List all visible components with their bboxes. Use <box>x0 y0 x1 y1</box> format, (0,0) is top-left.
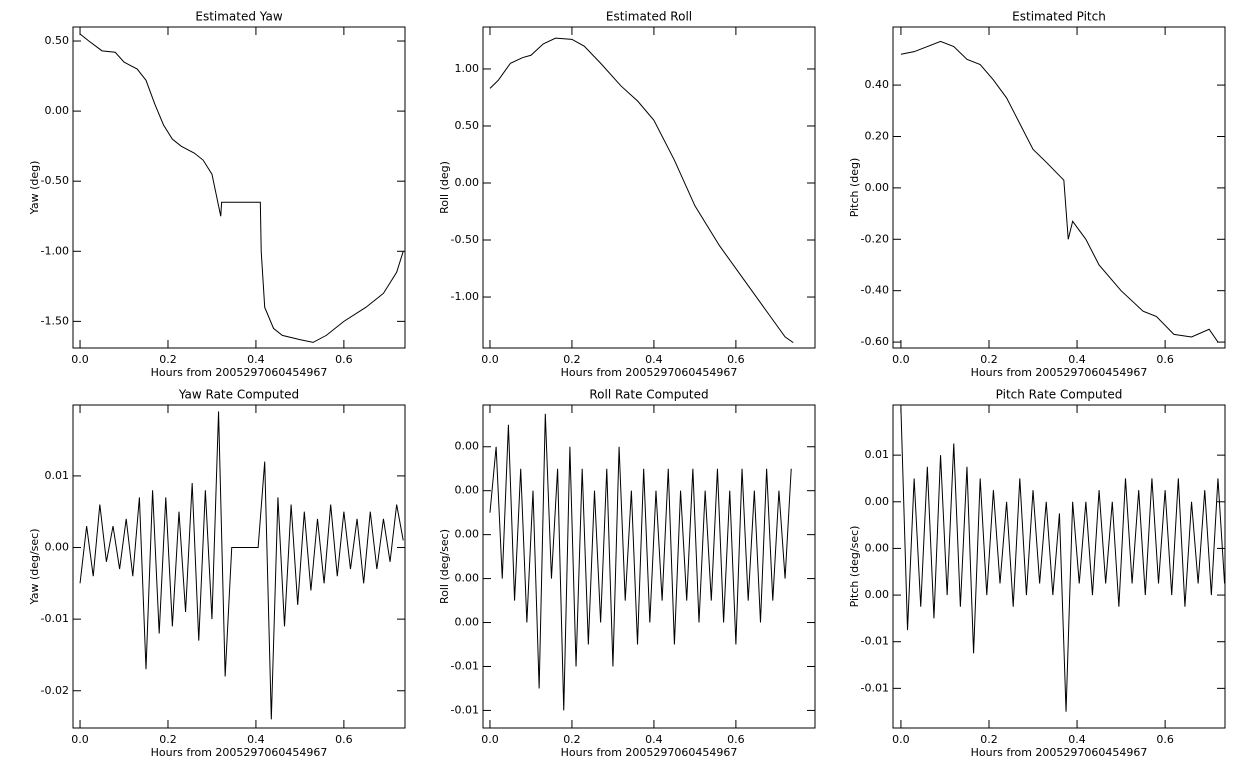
data-line <box>489 37 794 344</box>
y-tick-label: 0.00 <box>455 616 480 629</box>
x-tick-label: 0.0 <box>892 733 910 746</box>
x-tick-label: 0.2 <box>563 353 581 366</box>
y-axis-label: Yaw (deg) <box>28 161 41 216</box>
y-tick-label: 0.00 <box>865 181 890 194</box>
plot-frame <box>892 404 1226 729</box>
y-tick-label: 0.00 <box>865 541 890 554</box>
y-axis-label: Pitch (deg) <box>848 158 861 218</box>
x-tick-label: 0.6 <box>727 733 745 746</box>
y-tick-label: -0.01 <box>41 612 69 625</box>
x-tick-label: 0.2 <box>159 353 177 366</box>
y-tick-label: -0.50 <box>451 233 479 246</box>
y-tick-label: 0.00 <box>45 541 70 554</box>
y-tick-label: 0.00 <box>455 528 480 541</box>
y-tick-label: -0.40 <box>861 284 889 297</box>
x-tick-label: 0.2 <box>159 733 177 746</box>
x-axis-label: Hours from 2005297060454967 <box>561 746 738 759</box>
chart-title: Estimated Pitch <box>1012 10 1106 24</box>
y-tick-label: -1.50 <box>41 314 69 327</box>
y-tick-label: 1.00 <box>455 62 480 75</box>
x-tick-label: 0.2 <box>980 733 998 746</box>
x-tick-label: 0.6 <box>1156 353 1174 366</box>
y-tick-label: -0.50 <box>41 174 69 187</box>
x-tick-label: 0.0 <box>481 353 499 366</box>
y-tick-label: -0.01 <box>451 659 479 672</box>
y-axis-label: Roll (deg) <box>438 161 451 214</box>
y-tick-label: 0.00 <box>865 495 890 508</box>
x-tick-label: 0.0 <box>71 353 89 366</box>
y-tick-label: 0.50 <box>45 34 70 47</box>
plot-frame <box>72 26 406 349</box>
y-tick-label: 0.00 <box>455 176 480 189</box>
x-tick-label: 0.6 <box>335 733 353 746</box>
data-line <box>489 413 792 711</box>
x-tick-label: 0.6 <box>335 353 353 366</box>
y-tick-label: -1.00 <box>451 290 479 303</box>
y-axis-label: Roll (deg/sec) <box>438 529 451 604</box>
y-tick-label: 0.00 <box>455 484 480 497</box>
data-line <box>900 40 1219 343</box>
x-axis-label: Hours from 2005297060454967 <box>971 746 1148 759</box>
x-axis-label: Hours from 2005297060454967 <box>561 366 738 379</box>
x-tick-label: 0.4 <box>247 353 265 366</box>
plot-frame <box>482 26 816 349</box>
y-axis-label: Yaw (deg/sec) <box>28 528 41 605</box>
x-axis-label: Hours from 2005297060454967 <box>151 366 328 379</box>
x-tick-label: 0.2 <box>563 733 581 746</box>
x-tick-label: 0.4 <box>1068 733 1086 746</box>
x-tick-label: 0.0 <box>481 733 499 746</box>
x-tick-label: 0.0 <box>71 733 89 746</box>
x-tick-label: 0.4 <box>645 733 663 746</box>
y-tick-label: -0.01 <box>861 635 889 648</box>
y-tick-label: 0.50 <box>455 119 480 132</box>
y-tick-label: 0.01 <box>45 469 70 482</box>
y-axis-label: Pitch (deg/sec) <box>848 526 861 608</box>
x-tick-label: 0.6 <box>1156 733 1174 746</box>
y-tick-label: 0.00 <box>455 572 480 585</box>
x-tick-label: 0.0 <box>892 353 910 366</box>
x-tick-label: 0.4 <box>1068 353 1086 366</box>
y-tick-label: 0.00 <box>45 104 70 117</box>
x-axis-label: Hours from 2005297060454967 <box>151 746 328 759</box>
y-tick-label: -1.00 <box>41 244 69 257</box>
y-tick-label: -0.20 <box>861 232 889 245</box>
data-line <box>79 33 404 343</box>
y-tick-label: -0.02 <box>41 684 69 697</box>
y-tick-label: 0.40 <box>865 78 890 91</box>
chart-title: Pitch Rate Computed <box>996 388 1123 402</box>
chart-title: Roll Rate Computed <box>589 388 708 402</box>
plot-frame <box>482 404 816 729</box>
x-axis-label: Hours from 2005297060454967 <box>971 366 1148 379</box>
x-tick-label: 0.6 <box>727 353 745 366</box>
x-tick-label: 0.2 <box>980 353 998 366</box>
x-tick-label: 0.4 <box>645 353 663 366</box>
chart-title: Estimated Roll <box>606 10 692 24</box>
plot-frame <box>892 26 1226 349</box>
y-tick-label: 0.00 <box>865 588 890 601</box>
chart-title: Yaw Rate Computed <box>178 388 299 402</box>
x-tick-label: 0.4 <box>247 733 265 746</box>
chart-title: Estimated Yaw <box>195 10 282 24</box>
data-line <box>900 408 1226 712</box>
plot-frame <box>72 404 406 729</box>
y-tick-label: 0.00 <box>455 440 480 453</box>
y-tick-label: 0.01 <box>865 448 890 461</box>
data-line <box>79 411 404 720</box>
y-tick-label: -0.60 <box>861 335 889 348</box>
y-tick-label: -0.01 <box>451 703 479 716</box>
y-tick-label: -0.01 <box>861 681 889 694</box>
y-tick-label: 0.20 <box>865 129 890 142</box>
